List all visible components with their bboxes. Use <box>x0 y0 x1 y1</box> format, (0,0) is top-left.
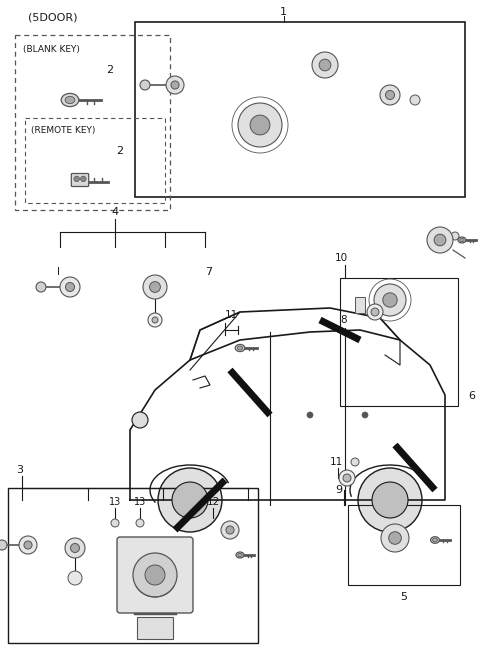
Text: 7: 7 <box>205 267 212 277</box>
Text: (REMOTE KEY): (REMOTE KEY) <box>31 126 96 135</box>
Circle shape <box>140 80 150 90</box>
Circle shape <box>339 470 355 486</box>
Text: 1: 1 <box>280 7 287 17</box>
Ellipse shape <box>238 554 242 557</box>
Bar <box>8 488 258 643</box>
Circle shape <box>367 304 383 320</box>
Circle shape <box>312 52 338 78</box>
Ellipse shape <box>61 93 79 106</box>
Circle shape <box>171 81 179 89</box>
Text: (BLANK KEY): (BLANK KEY) <box>23 45 80 54</box>
Circle shape <box>145 565 165 585</box>
Text: 8: 8 <box>340 315 347 325</box>
Circle shape <box>158 468 222 532</box>
Circle shape <box>434 234 446 246</box>
Circle shape <box>133 553 177 597</box>
Text: 3: 3 <box>16 465 23 475</box>
Circle shape <box>410 95 420 105</box>
Circle shape <box>148 313 162 327</box>
Bar <box>340 278 458 406</box>
Circle shape <box>152 317 158 323</box>
Circle shape <box>143 275 167 299</box>
Circle shape <box>358 468 422 532</box>
Circle shape <box>319 59 331 71</box>
Text: 13: 13 <box>134 497 146 507</box>
Circle shape <box>380 85 400 105</box>
Circle shape <box>166 76 184 94</box>
Circle shape <box>71 544 80 552</box>
Ellipse shape <box>431 537 439 543</box>
Circle shape <box>383 293 397 307</box>
Circle shape <box>374 284 406 316</box>
Circle shape <box>24 541 32 549</box>
Circle shape <box>60 277 80 297</box>
Circle shape <box>371 308 379 316</box>
Ellipse shape <box>237 346 242 350</box>
Circle shape <box>389 532 401 544</box>
Text: 4: 4 <box>111 207 119 217</box>
Circle shape <box>0 540 7 550</box>
Text: 2: 2 <box>107 65 114 75</box>
Circle shape <box>343 474 351 482</box>
Circle shape <box>381 524 409 552</box>
Bar <box>135 22 465 197</box>
Bar <box>15 35 170 210</box>
Circle shape <box>307 412 313 418</box>
FancyBboxPatch shape <box>117 537 193 613</box>
Circle shape <box>351 458 359 466</box>
Circle shape <box>132 412 148 428</box>
Circle shape <box>238 103 282 147</box>
Circle shape <box>172 482 208 518</box>
Text: (5DOOR): (5DOOR) <box>28 12 77 22</box>
Circle shape <box>19 536 37 554</box>
Circle shape <box>68 571 82 585</box>
Text: 5: 5 <box>400 592 408 602</box>
FancyBboxPatch shape <box>72 173 89 186</box>
Bar <box>137 617 173 639</box>
Circle shape <box>74 176 80 182</box>
Text: 10: 10 <box>335 253 348 263</box>
Bar <box>355 297 365 313</box>
Text: 12: 12 <box>206 497 220 507</box>
Text: 13: 13 <box>109 497 121 507</box>
Circle shape <box>150 281 160 293</box>
Circle shape <box>111 519 119 527</box>
Circle shape <box>65 538 85 558</box>
Text: 6: 6 <box>468 391 475 401</box>
Ellipse shape <box>432 538 437 542</box>
Circle shape <box>362 412 368 418</box>
Ellipse shape <box>458 237 466 243</box>
Circle shape <box>226 526 234 534</box>
Bar <box>25 118 165 203</box>
Ellipse shape <box>460 238 464 241</box>
Circle shape <box>385 91 395 100</box>
Text: 9: 9 <box>335 485 342 495</box>
Circle shape <box>36 282 46 292</box>
Circle shape <box>451 232 459 240</box>
Text: 11: 11 <box>225 310 238 320</box>
Circle shape <box>81 176 86 182</box>
Ellipse shape <box>65 96 75 104</box>
Ellipse shape <box>235 344 245 352</box>
Circle shape <box>427 227 453 253</box>
Circle shape <box>65 283 74 291</box>
Ellipse shape <box>236 552 244 558</box>
Circle shape <box>372 482 408 518</box>
Text: 2: 2 <box>117 146 123 156</box>
Text: 11: 11 <box>330 457 343 467</box>
Circle shape <box>136 519 144 527</box>
Circle shape <box>221 521 239 539</box>
Circle shape <box>250 115 270 135</box>
Bar <box>348 505 460 585</box>
